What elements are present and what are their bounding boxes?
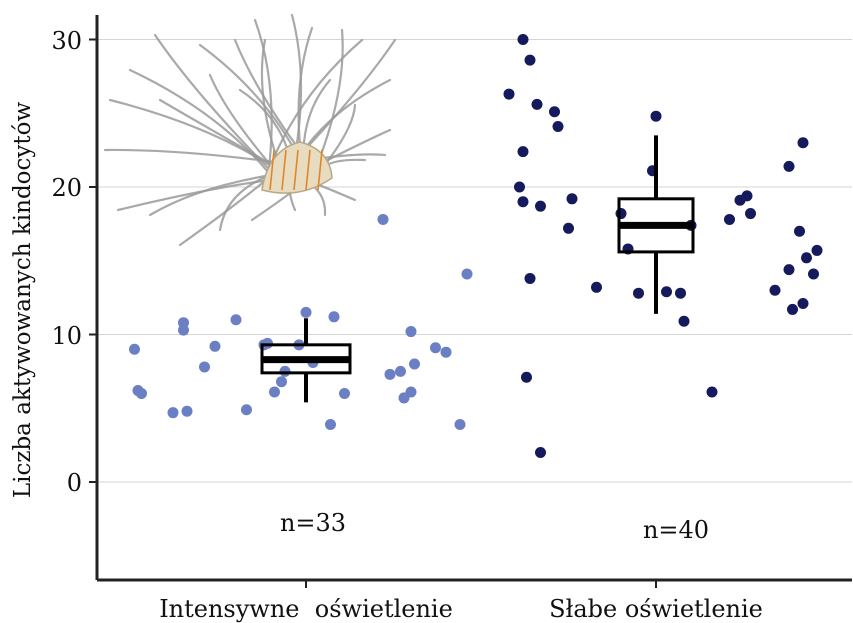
data-point: [231, 314, 242, 325]
data-point: [178, 317, 189, 328]
data-point: [563, 223, 574, 234]
data-point: [241, 404, 252, 415]
data-point: [329, 311, 340, 322]
data-point: [129, 344, 140, 355]
data-point: [801, 252, 812, 263]
anemone-tentacle: [110, 100, 280, 172]
data-point: [798, 298, 809, 309]
data-point: [633, 288, 644, 299]
data-point: [136, 388, 147, 399]
data-point: [745, 208, 756, 219]
data-point: [794, 226, 805, 237]
data-point: [269, 387, 280, 398]
data-point: [182, 406, 193, 417]
data-point: [455, 419, 466, 430]
data-point: [742, 190, 753, 201]
data-point: [168, 407, 179, 418]
y-tick-label: 20: [51, 174, 82, 202]
data-point: [679, 316, 690, 327]
y-tick-label: 30: [51, 27, 82, 55]
data-point: [651, 111, 662, 122]
data-point: [378, 214, 389, 225]
data-point: [518, 34, 529, 45]
data-point: [808, 269, 819, 280]
data-point: [787, 304, 798, 315]
data-point: [406, 387, 417, 398]
y-tick-label: 0: [67, 469, 82, 497]
data-point: [784, 161, 795, 172]
data-point: [535, 447, 546, 458]
data-point: [770, 285, 781, 296]
data-point: [525, 55, 536, 66]
data-point: [406, 326, 417, 337]
data-point: [462, 269, 473, 280]
n-label: n=33: [280, 509, 346, 537]
data-point: [661, 286, 672, 297]
x-tick-label: Słabe oświetlenie: [549, 595, 763, 623]
data-point: [518, 146, 529, 157]
data-point: [395, 366, 406, 377]
data-point: [591, 282, 602, 293]
data-point: [549, 106, 560, 117]
data-points: [129, 34, 823, 458]
data-point: [409, 359, 420, 370]
y-axis-label: Liczba aktywowanych kindocytów: [10, 102, 36, 499]
data-point: [514, 182, 525, 193]
data-point: [339, 388, 350, 399]
data-point: [276, 376, 287, 387]
axis-ticks: [89, 40, 656, 589]
data-point: [812, 245, 823, 256]
n-label: n=40: [643, 516, 709, 544]
data-point: [385, 369, 396, 380]
data-point: [535, 201, 546, 212]
data-point: [707, 387, 718, 398]
data-point: [784, 264, 795, 275]
data-point: [325, 419, 336, 430]
data-point: [553, 121, 564, 132]
data-point: [441, 347, 452, 358]
y-tick-label: 10: [51, 322, 82, 350]
data-point: [616, 208, 627, 219]
data-point: [199, 361, 210, 372]
x-tick-label: Intensywne oświetlenie: [159, 595, 453, 623]
data-point: [525, 273, 536, 284]
data-point: [504, 89, 515, 100]
data-point: [301, 307, 312, 318]
data-point: [430, 342, 441, 353]
sea-anemone-illustration: [105, 15, 395, 245]
data-point: [675, 288, 686, 299]
data-point: [532, 99, 543, 110]
data-point: [210, 341, 221, 352]
data-point: [567, 193, 578, 204]
data-point: [724, 214, 735, 225]
data-point: [518, 196, 529, 207]
data-point: [798, 137, 809, 148]
data-point: [521, 372, 532, 383]
